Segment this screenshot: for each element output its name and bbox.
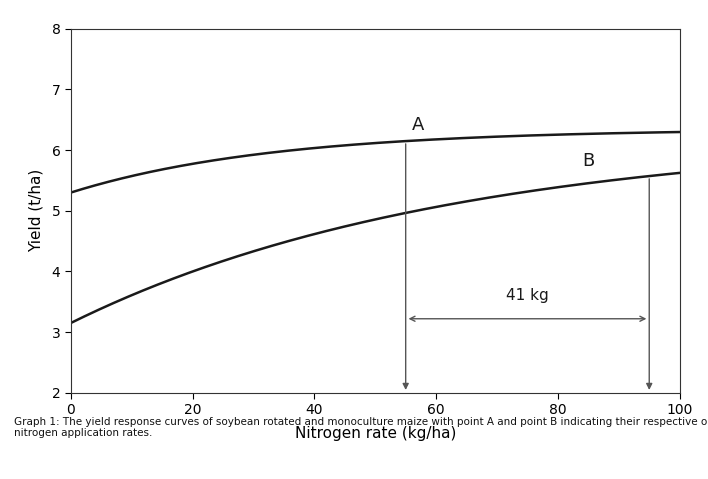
Y-axis label: Yield (t/ha): Yield (t/ha) xyxy=(28,169,43,252)
Text: Graph 1: The yield response curves of soybean rotated and monoculture maize with: Graph 1: The yield response curves of so… xyxy=(14,417,708,438)
X-axis label: Nitrogen rate (kg/ha): Nitrogen rate (kg/ha) xyxy=(295,425,456,441)
Text: B: B xyxy=(582,152,595,170)
Text: A: A xyxy=(412,116,424,134)
Text: 41 kg: 41 kg xyxy=(506,288,549,303)
